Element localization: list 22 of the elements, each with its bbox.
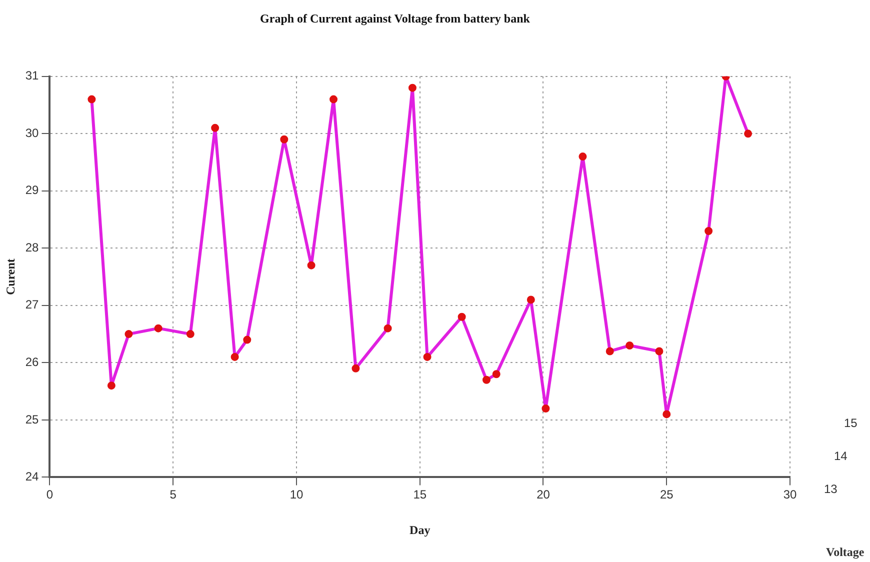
y-tick-label: 29 [25,183,40,198]
y-tick-label: 30 [25,126,40,140]
x-tick-label: 20 [536,488,550,502]
chart-title: Graph of Current against Voltage from battery bank [260,11,530,26]
x-tick-label: 5 [170,488,177,502]
text: 15 [844,416,858,430]
x-tick-label: 0 [46,488,54,502]
y-tick-label: 24 [25,470,40,484]
y-tick-label: 31 [25,68,40,83]
y-tick-label: 27 [25,298,40,312]
x-axis-title: Day [410,522,430,537]
text: Voltage [826,545,864,560]
y-tick-label: 26 [25,355,40,369]
y-tick-label: 28 [25,240,40,254]
x-tick-label: 15 [413,488,427,502]
text: 13 [824,482,838,496]
text: 14 [834,449,848,463]
x-tick-label: 30 [783,488,797,502]
x-tick-label: 25 [660,488,674,502]
y-tick-label: 25 [25,412,40,426]
y-axis-title: Curent [3,258,18,296]
x-tick-label: 10 [290,488,304,502]
